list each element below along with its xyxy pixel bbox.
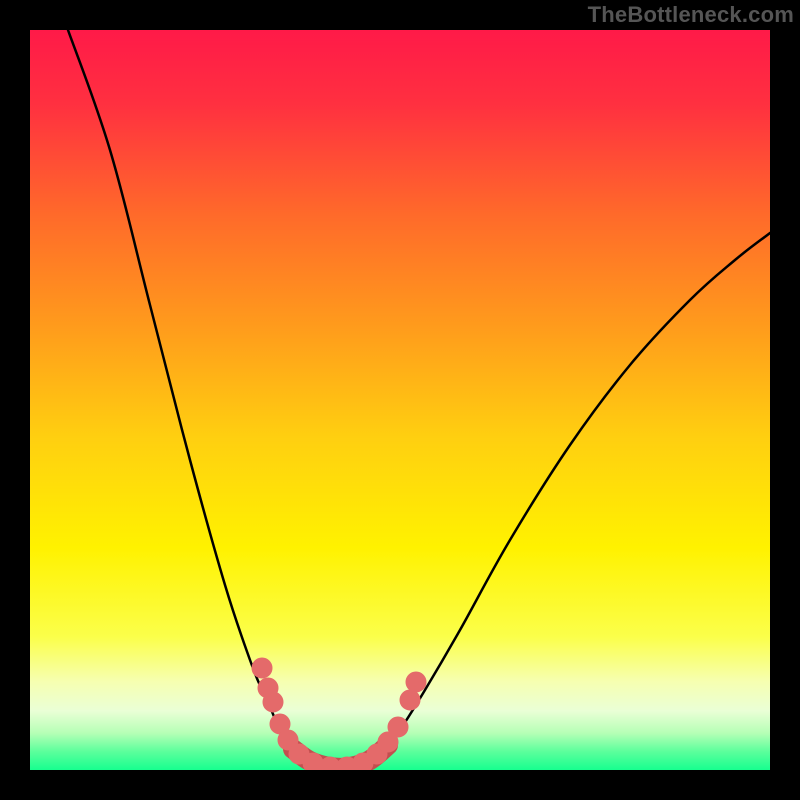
bottleneck-curve [68, 30, 770, 769]
chart-svg [30, 30, 770, 770]
marker-dot [400, 690, 420, 710]
marker-dot [406, 672, 426, 692]
marker-dot [252, 658, 272, 678]
watermark-text: TheBottleneck.com [588, 2, 794, 28]
marker-dot [263, 692, 283, 712]
plot-area [30, 30, 770, 770]
marker-dot [388, 717, 408, 737]
chart-frame: TheBottleneck.com [0, 0, 800, 800]
